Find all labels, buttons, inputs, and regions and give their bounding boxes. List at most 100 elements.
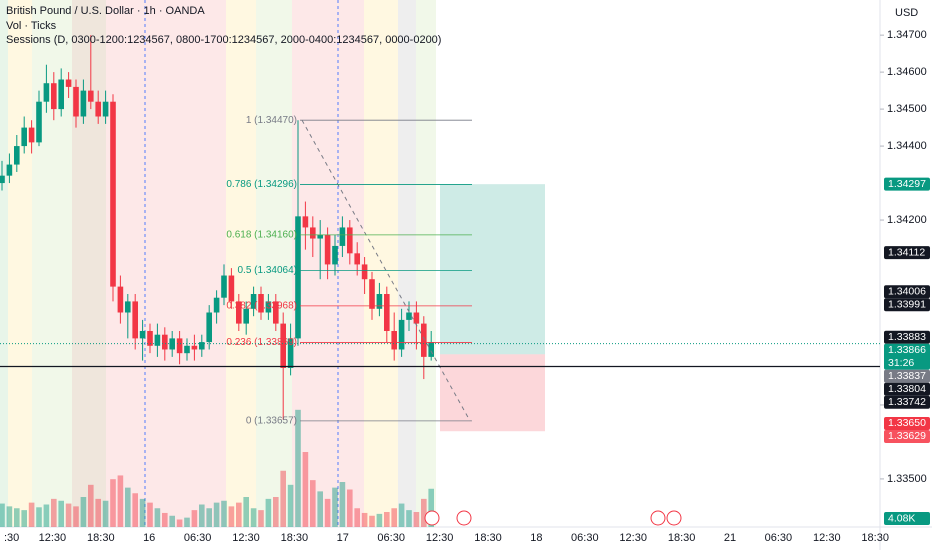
volume-bar	[147, 502, 153, 527]
candle-body	[176, 338, 183, 354]
x-tick-label: 12:30	[426, 532, 454, 544]
volume-badge-label: 4.08K	[888, 512, 915, 524]
price-badge	[884, 382, 930, 396]
volume-legend: Vol · Ticks	[6, 20, 57, 32]
price-badge-label: 1.34006	[888, 286, 926, 298]
candle-body	[332, 245, 338, 265]
x-tick-label: 12:30	[619, 532, 647, 544]
volume-bar	[191, 510, 198, 527]
candle-body	[310, 227, 316, 239]
price-badge-label: 1.33650	[888, 417, 926, 429]
candle-body	[302, 216, 309, 228]
x-tick-label: 18:30	[668, 532, 696, 544]
volume-bar	[36, 507, 42, 527]
candle-body	[295, 216, 301, 339]
volume-bar	[73, 506, 79, 527]
volume-bar	[117, 475, 124, 527]
candle-body	[80, 90, 87, 117]
candle-body	[51, 83, 57, 110]
fib-label: 0.786 (1.34296)	[226, 179, 297, 190]
y-tick-label: 1.34400	[887, 140, 927, 152]
volume-bar	[428, 488, 434, 527]
candle-body	[361, 264, 368, 280]
candle-body	[6, 164, 13, 176]
price-badge	[884, 395, 930, 409]
candle-body	[280, 323, 286, 368]
volume-bar	[339, 482, 346, 527]
candle-body	[184, 345, 190, 354]
volume-bar	[132, 493, 138, 527]
volume-bar	[162, 512, 168, 527]
sessions-legend: Sessions (D, 0300-1200:1234567, 0800-170…	[6, 34, 441, 46]
candle-body	[265, 301, 272, 313]
x-tick-label: 17	[337, 532, 349, 544]
price-badge-label: 1.33991	[888, 299, 926, 311]
volume-bar	[361, 512, 368, 527]
x-tick-label: 16	[143, 532, 155, 544]
price-badge-label: 1.33837	[888, 370, 926, 382]
volume-bar	[14, 508, 20, 527]
x-tick-label: 18:30	[474, 532, 502, 544]
candle-body	[58, 79, 64, 110]
candle-body	[324, 234, 331, 265]
x-tick-label: 18	[530, 532, 542, 544]
candle-body	[206, 312, 212, 343]
candle-body	[406, 312, 412, 320]
volume-bar	[213, 502, 220, 527]
price-countdown: 31:26	[888, 357, 914, 369]
volume-bar	[347, 489, 353, 527]
candle-body	[102, 101, 109, 117]
volume-bar	[176, 519, 183, 527]
event-icons	[424, 510, 682, 526]
volume-bar	[65, 503, 72, 527]
candle-body	[287, 338, 294, 368]
volume-bar	[221, 500, 227, 527]
x-tick-label: 21	[724, 532, 736, 544]
volume-bar	[324, 498, 331, 527]
candle-body	[347, 227, 353, 254]
candle-body	[110, 101, 116, 287]
candle-body	[36, 101, 42, 143]
candle-body	[199, 342, 205, 350]
candle-body	[428, 342, 434, 357]
volume-bar	[169, 515, 175, 527]
volume-bar	[154, 508, 161, 527]
fib-label: 0.618 (1.34160)	[226, 229, 297, 240]
price-badge	[884, 330, 930, 344]
candle-body	[339, 227, 346, 246]
price-badge-label: 1.34112	[888, 246, 925, 258]
price-badge	[884, 416, 930, 430]
candle-body	[21, 127, 27, 147]
volume-bar	[228, 506, 235, 527]
candle-body	[139, 330, 146, 339]
candle-body	[43, 83, 50, 102]
volume-bar	[43, 504, 50, 527]
candle-body	[236, 301, 242, 324]
currency: USD	[895, 7, 918, 19]
volume-bar	[310, 480, 316, 527]
volume-bar	[80, 497, 87, 527]
x-tick-label: 06:30	[571, 532, 599, 544]
volume-badge	[884, 512, 930, 525]
y-tick-label: 1.34600	[887, 66, 927, 78]
price-badge-label: 1.33742	[888, 396, 926, 408]
price-badge	[884, 429, 930, 443]
candle-body	[398, 319, 405, 350]
candle-body	[273, 301, 279, 324]
volume-bar	[354, 508, 360, 527]
price-badge-label: 1.33883	[888, 331, 926, 343]
volume-bar	[206, 508, 212, 527]
candle-body	[243, 308, 249, 324]
candle-body	[384, 294, 390, 331]
y-tick-label: 1.34500	[887, 103, 927, 115]
price-badge-label: 1.33629	[888, 430, 926, 442]
price-badge-label: 1.33804	[888, 383, 926, 395]
price-badge	[884, 246, 930, 260]
candle-body	[317, 234, 323, 239]
x-tick-label: 18:30	[87, 532, 115, 544]
volume-bar	[28, 502, 35, 527]
volume-bar	[0, 503, 5, 527]
x-tick-label: 06:30	[184, 532, 212, 544]
volume-bar	[302, 452, 309, 527]
candle-body	[154, 334, 161, 346]
